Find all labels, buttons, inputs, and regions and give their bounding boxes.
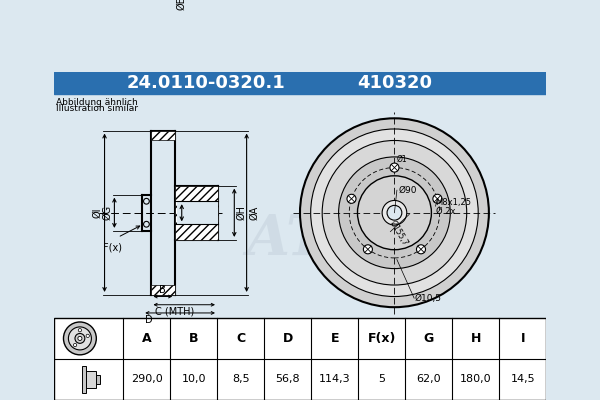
Circle shape: [416, 245, 425, 254]
Circle shape: [387, 205, 402, 220]
Bar: [86, 371, 97, 388]
Circle shape: [338, 157, 450, 269]
Circle shape: [78, 336, 82, 340]
Text: Ø155,7: Ø155,7: [388, 219, 409, 248]
Text: E: E: [331, 332, 339, 345]
Circle shape: [311, 129, 478, 296]
Text: G: G: [424, 332, 434, 345]
Bar: [82, 366, 86, 393]
Circle shape: [382, 200, 407, 225]
Text: 14,5: 14,5: [511, 374, 535, 384]
Circle shape: [73, 344, 77, 347]
Text: 5: 5: [379, 374, 385, 384]
Bar: [151, 285, 175, 295]
Bar: [53, 94, 547, 318]
Bar: [53, 318, 547, 400]
Text: B: B: [189, 332, 199, 345]
Circle shape: [143, 221, 149, 227]
Bar: [97, 374, 100, 384]
Text: ØI: ØI: [92, 208, 102, 218]
Text: I: I: [521, 332, 525, 345]
Circle shape: [322, 140, 467, 285]
Text: B: B: [160, 285, 166, 295]
Circle shape: [390, 163, 399, 172]
Text: 290,0: 290,0: [131, 374, 163, 384]
Text: A: A: [142, 332, 152, 345]
Text: C (MTH): C (MTH): [155, 306, 194, 316]
Text: ØA: ØA: [249, 206, 259, 220]
Text: 180,0: 180,0: [460, 374, 491, 384]
Text: D: D: [145, 314, 152, 324]
Text: D: D: [283, 332, 293, 345]
Text: 56,8: 56,8: [275, 374, 300, 384]
Circle shape: [364, 245, 373, 254]
Circle shape: [300, 118, 489, 307]
Text: 10,0: 10,0: [182, 374, 206, 384]
Text: Ø 2x: Ø 2x: [436, 207, 455, 216]
Circle shape: [433, 194, 442, 203]
Text: ØH: ØH: [237, 205, 247, 220]
Text: Illustration similar: Illustration similar: [56, 104, 138, 113]
Text: 114,3: 114,3: [319, 374, 351, 384]
Bar: [177, 201, 218, 224]
Text: Abbildung ähnlich: Abbildung ähnlich: [56, 98, 138, 107]
Text: 410320: 410320: [357, 74, 432, 92]
Text: 24.0110-0320.1: 24.0110-0320.1: [126, 74, 285, 92]
Circle shape: [86, 334, 89, 338]
Text: Ø90: Ø90: [398, 186, 417, 195]
Text: 62,0: 62,0: [416, 374, 441, 384]
Bar: [53, 72, 547, 94]
Text: M8x1,25: M8x1,25: [436, 198, 472, 207]
Circle shape: [143, 198, 149, 204]
Circle shape: [78, 328, 82, 332]
Text: F(x): F(x): [368, 332, 396, 345]
Circle shape: [358, 176, 431, 250]
Text: ØE: ØE: [177, 0, 187, 10]
Text: 8,5: 8,5: [232, 374, 250, 384]
Text: F(x): F(x): [103, 242, 122, 252]
Text: ATE: ATE: [247, 212, 370, 267]
Circle shape: [64, 322, 97, 355]
Bar: [151, 131, 175, 140]
Text: ØG: ØG: [102, 205, 112, 220]
Circle shape: [68, 327, 91, 350]
Circle shape: [347, 194, 356, 203]
Bar: [175, 186, 218, 240]
Circle shape: [75, 334, 85, 343]
Text: C: C: [236, 332, 245, 345]
Text: Ø1: Ø1: [397, 155, 407, 164]
Text: Ø10,5: Ø10,5: [415, 294, 442, 304]
Text: H: H: [470, 332, 481, 345]
